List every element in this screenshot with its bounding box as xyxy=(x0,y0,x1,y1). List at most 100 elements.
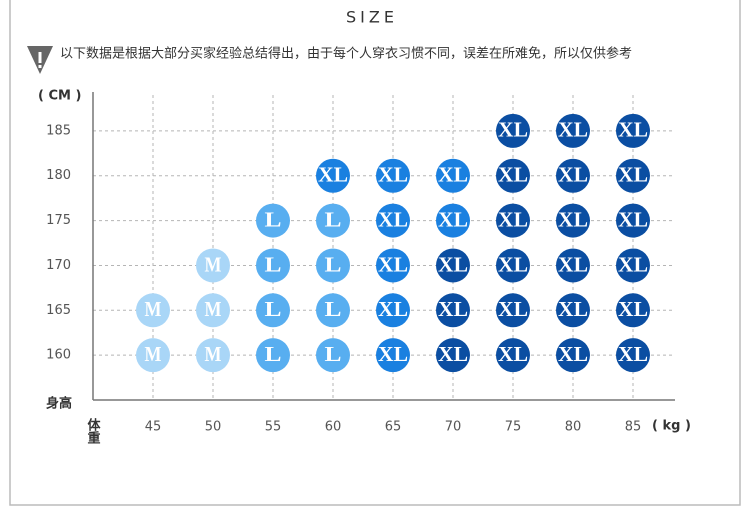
size-dot xyxy=(316,203,350,238)
size-dot xyxy=(256,338,290,373)
y-tick-label: 185 xyxy=(46,123,71,138)
frame xyxy=(9,0,741,506)
size-dot xyxy=(196,338,230,373)
size-label: XL xyxy=(498,297,528,321)
size-dot xyxy=(496,338,530,373)
size-label: M xyxy=(205,252,222,276)
size-label: XL xyxy=(618,207,648,231)
size-dot xyxy=(436,158,470,193)
size-label: XL xyxy=(558,252,588,276)
size-label: XL xyxy=(558,118,588,142)
size-dot xyxy=(196,248,230,283)
x-tick-label: 45 xyxy=(145,420,162,435)
size-label: XL xyxy=(618,252,648,276)
x-tick-label: 65 xyxy=(385,420,402,435)
size-label: XL xyxy=(618,163,648,187)
size-dot xyxy=(196,293,230,328)
size-label: XL xyxy=(378,342,408,366)
size-label: XL xyxy=(498,342,528,366)
size-dot xyxy=(556,158,590,193)
size-dot xyxy=(316,293,350,328)
x-axis-title: 体重 xyxy=(85,417,101,445)
size-label: XL xyxy=(498,207,528,231)
y-tick-label: 165 xyxy=(46,303,71,318)
y-tick-label: 175 xyxy=(46,213,71,228)
size-dot xyxy=(556,293,590,328)
size-dot xyxy=(256,293,290,328)
y-unit: ( CM ) xyxy=(38,89,81,104)
size-dot xyxy=(616,293,650,328)
size-label: XL xyxy=(558,207,588,231)
size-label: M xyxy=(145,342,162,366)
x-tick-label: 85 xyxy=(625,420,642,435)
x-unit: ( kg ) xyxy=(652,419,691,434)
size-dot xyxy=(496,203,530,238)
size-dot xyxy=(616,203,650,238)
size-label: XL xyxy=(438,163,468,187)
warning-icon xyxy=(27,46,53,74)
size-dot xyxy=(376,203,410,238)
size-label: XL xyxy=(318,163,348,187)
size-label: XL xyxy=(378,252,408,276)
size-label: L xyxy=(325,342,342,366)
size-label: XL xyxy=(558,163,588,187)
size-label: M xyxy=(205,297,222,321)
size-dot xyxy=(556,338,590,373)
size-label: XL xyxy=(558,342,588,366)
size-label: L xyxy=(325,252,342,276)
size-dot xyxy=(436,248,470,283)
size-label: XL xyxy=(498,252,528,276)
size-dot xyxy=(496,113,530,148)
size-dot xyxy=(376,293,410,328)
size-label: XL xyxy=(498,118,528,142)
chart-title: SIZE xyxy=(346,8,398,27)
x-tick-label: 60 xyxy=(325,420,342,435)
y-axis-title: 身高 xyxy=(46,396,72,412)
size-dot xyxy=(496,158,530,193)
size-label: XL xyxy=(438,342,468,366)
size-label: L xyxy=(265,207,282,231)
size-dot xyxy=(316,248,350,283)
size-dot xyxy=(616,248,650,283)
size-dot xyxy=(436,203,470,238)
size-label: XL xyxy=(438,252,468,276)
size-label: M xyxy=(145,297,162,321)
size-label: L xyxy=(325,297,342,321)
size-dot xyxy=(496,248,530,283)
size-dot xyxy=(556,113,590,148)
size-label: XL xyxy=(558,297,588,321)
size-label: XL xyxy=(618,118,648,142)
size-dot xyxy=(316,158,350,193)
size-dot xyxy=(376,338,410,373)
size-dot xyxy=(256,203,290,238)
x-tick-label: 70 xyxy=(445,420,462,435)
size-label: XL xyxy=(438,207,468,231)
note: 以下数据是根据大部分买家经验总结得出，由于每个人穿衣习惯不同，误差在所难免，所以… xyxy=(60,46,632,62)
size-label: XL xyxy=(378,297,408,321)
size-label: L xyxy=(265,342,282,366)
size-dot xyxy=(436,338,470,373)
y-tick-label: 160 xyxy=(46,348,71,363)
size-label: XL xyxy=(438,297,468,321)
size-label: XL xyxy=(618,297,648,321)
size-dot xyxy=(376,158,410,193)
size-dot xyxy=(136,293,170,328)
size-dot xyxy=(376,248,410,283)
size-dot xyxy=(616,338,650,373)
size-label: XL xyxy=(498,163,528,187)
size-dot xyxy=(316,338,350,373)
size-dot xyxy=(136,338,170,373)
size-dot xyxy=(256,248,290,283)
size-label: M xyxy=(205,342,222,366)
size-dot xyxy=(556,248,590,283)
size-dot xyxy=(556,203,590,238)
size-dot xyxy=(616,113,650,148)
size-label: L xyxy=(265,297,282,321)
x-tick-label: 50 xyxy=(205,420,222,435)
size-label: XL xyxy=(378,207,408,231)
x-tick-label: 80 xyxy=(565,420,582,435)
y-tick-label: 170 xyxy=(46,258,71,273)
x-tick-label: 75 xyxy=(505,420,522,435)
size-dot xyxy=(496,293,530,328)
